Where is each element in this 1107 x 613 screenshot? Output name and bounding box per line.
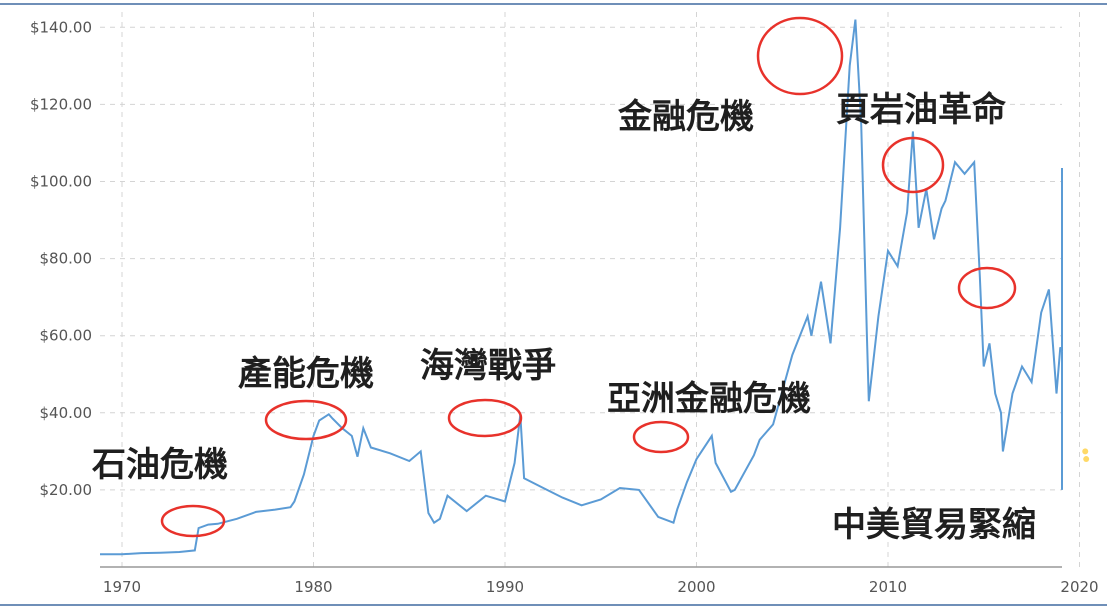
frame-bottom-border [0,604,1107,606]
annotation-gulf-war: 海灣戰爭 [420,346,556,386]
x-tick-labels: 1970 1980 1990 2000 2010 2020 [103,578,1099,596]
circle-gulf-war [447,398,523,438]
circle-shale-revolution [881,136,945,194]
highlight-point [1083,456,1090,463]
oil-price-line [100,19,1063,556]
y-tick-label: $40.00 [40,404,93,422]
annotation-financial-crisis: 金融危機 [617,97,754,137]
annotation-capacity-crisis: 產能危機 [238,354,374,394]
annotation-asian-crisis: 亞洲金融危機 [607,379,811,419]
circle-asian-crisis [632,420,690,454]
x-tick-label: 1980 [294,578,332,596]
y-tick-label: $140.00 [30,18,92,36]
event-circles [160,16,1017,538]
circle-trade-war [957,266,1017,310]
y-tick-label: $80.00 [40,250,93,268]
annotation-trade-war: 中美貿易緊縮 [832,505,1036,545]
x-tick-label: 2000 [677,578,715,596]
x-tick-label: 1990 [486,578,524,596]
annotation-shale-revolution: 頁岩油革命 [836,90,1006,130]
circle-oil-crisis [160,504,226,538]
event-annotations: 石油危機 產能危機 海灣戰爭 亞洲金融危機 金融危機 頁岩油革命 中美貿易緊縮 [91,90,1036,545]
x-tick-label: 2010 [869,578,907,596]
highlight-point [1082,448,1089,455]
annotation-oil-crisis: 石油危機 [91,445,228,485]
x-tick-label: 1970 [103,578,141,596]
y-tick-label: $60.00 [40,327,93,345]
y-tick-labels: $20.00 $40.00 $60.00 $80.00 $100.00 $120.00 $1… [30,18,92,499]
x-tick-label: 2020 [1060,578,1098,596]
y-tick-label: $20.00 [40,481,93,499]
circle-capacity-crisis [264,399,348,441]
frame-top-border [0,3,1107,5]
y-tick-label: $120.00 [30,95,92,113]
y-tick-label: $100.00 [30,173,92,191]
highlight-points [1082,448,1090,463]
circle-financial-crisis [756,16,844,96]
grid-layer [100,12,1080,567]
